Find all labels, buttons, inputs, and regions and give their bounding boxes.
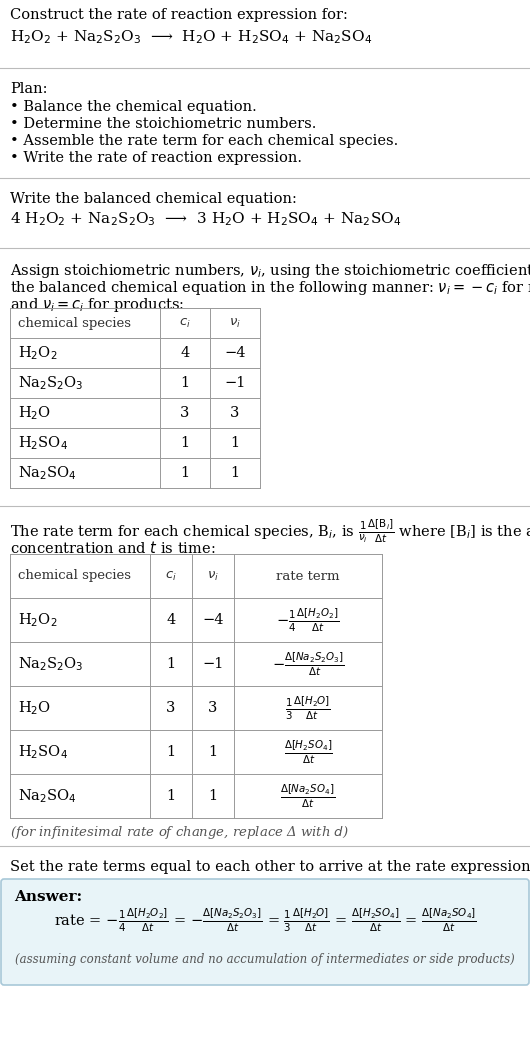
Text: H$_2$O$_2$: H$_2$O$_2$: [18, 611, 57, 629]
Bar: [10, 554, 382, 818]
Text: chemical species: chemical species: [18, 317, 131, 329]
Text: Na$_2$SO$_4$: Na$_2$SO$_4$: [18, 788, 77, 804]
FancyBboxPatch shape: [1, 879, 529, 985]
Text: 1: 1: [208, 789, 217, 803]
Text: • Balance the chemical equation.: • Balance the chemical equation.: [10, 100, 257, 114]
Text: Plan:: Plan:: [10, 82, 48, 96]
Text: (assuming constant volume and no accumulation of intermediates or side products): (assuming constant volume and no accumul…: [15, 954, 515, 967]
Text: 1: 1: [166, 745, 175, 759]
Text: 1: 1: [180, 436, 190, 450]
Text: H$_2$O: H$_2$O: [18, 699, 51, 717]
Text: Na$_2$S$_2$O$_3$: Na$_2$S$_2$O$_3$: [18, 374, 84, 392]
Text: rate term: rate term: [276, 569, 340, 583]
Text: H$_2$SO$_4$: H$_2$SO$_4$: [18, 434, 68, 452]
Text: −4: −4: [202, 613, 224, 627]
Text: 4 H$_2$O$_2$ + Na$_2$S$_2$O$_3$  ⟶  3 H$_2$O + H$_2$SO$_4$ + Na$_2$SO$_4$: 4 H$_2$O$_2$ + Na$_2$S$_2$O$_3$ ⟶ 3 H$_2…: [10, 210, 401, 228]
Text: 1: 1: [208, 745, 217, 759]
Text: $-\frac{1}{4}\frac{\Delta[H_2O_2]}{\Delta t}$: $-\frac{1}{4}\frac{\Delta[H_2O_2]}{\Delt…: [277, 607, 340, 634]
Text: 4: 4: [166, 613, 175, 627]
Text: H$_2$O: H$_2$O: [18, 404, 51, 422]
Text: 1: 1: [231, 467, 240, 480]
Text: $c_i$: $c_i$: [165, 569, 177, 583]
Text: Write the balanced chemical equation:: Write the balanced chemical equation:: [10, 192, 297, 206]
Text: • Determine the stoichiometric numbers.: • Determine the stoichiometric numbers.: [10, 117, 316, 131]
Text: The rate term for each chemical species, B$_i$, is $\frac{1}{\nu_i}\frac{\Delta[: The rate term for each chemical species,…: [10, 518, 530, 545]
Text: Set the rate terms equal to each other to arrive at the rate expression:: Set the rate terms equal to each other t…: [10, 860, 530, 874]
Text: Na$_2$SO$_4$: Na$_2$SO$_4$: [18, 464, 77, 482]
Text: $\frac{1}{3}\frac{\Delta[H_2O]}{\Delta t}$: $\frac{1}{3}\frac{\Delta[H_2O]}{\Delta t…: [285, 695, 331, 722]
Text: −1: −1: [202, 657, 224, 670]
Text: 4: 4: [180, 346, 190, 360]
Text: −1: −1: [224, 376, 246, 390]
Text: concentration and $t$ is time:: concentration and $t$ is time:: [10, 540, 216, 556]
Text: Assign stoichiometric numbers, $\nu_i$, using the stoichiometric coefficients, $: Assign stoichiometric numbers, $\nu_i$, …: [10, 262, 530, 280]
Text: 1: 1: [166, 657, 175, 670]
Text: the balanced chemical equation in the following manner: $\nu_i = -c_i$ for react: the balanced chemical equation in the fo…: [10, 279, 530, 297]
Text: −4: −4: [224, 346, 246, 360]
Text: 3: 3: [231, 406, 240, 420]
Text: Construct the rate of reaction expression for:: Construct the rate of reaction expressio…: [10, 8, 348, 22]
Text: H$_2$O$_2$ + Na$_2$S$_2$O$_3$  ⟶  H$_2$O + H$_2$SO$_4$ + Na$_2$SO$_4$: H$_2$O$_2$ + Na$_2$S$_2$O$_3$ ⟶ H$_2$O +…: [10, 28, 372, 46]
Text: 3: 3: [166, 701, 175, 715]
Text: • Write the rate of reaction expression.: • Write the rate of reaction expression.: [10, 151, 302, 165]
Text: and $\nu_i = c_i$ for products:: and $\nu_i = c_i$ for products:: [10, 296, 184, 314]
Text: $\frac{\Delta[Na_2SO_4]}{\Delta t}$: $\frac{\Delta[Na_2SO_4]}{\Delta t}$: [280, 782, 335, 810]
Text: 1: 1: [231, 436, 240, 450]
Text: 1: 1: [166, 789, 175, 803]
Text: chemical species: chemical species: [18, 569, 131, 583]
Text: 3: 3: [208, 701, 218, 715]
Bar: [10, 308, 260, 488]
Text: $\nu_i$: $\nu_i$: [229, 317, 241, 329]
Text: (for infinitesimal rate of change, replace Δ with $d$): (for infinitesimal rate of change, repla…: [10, 824, 349, 841]
Text: $\nu_i$: $\nu_i$: [207, 569, 219, 583]
Text: $c_i$: $c_i$: [179, 317, 191, 329]
Text: $\frac{\Delta[H_2SO_4]}{\Delta t}$: $\frac{\Delta[H_2SO_4]}{\Delta t}$: [284, 738, 332, 766]
Text: 3: 3: [180, 406, 190, 420]
Text: $-\frac{\Delta[Na_2S_2O_3]}{\Delta t}$: $-\frac{\Delta[Na_2S_2O_3]}{\Delta t}$: [272, 651, 344, 678]
Text: • Assemble the rate term for each chemical species.: • Assemble the rate term for each chemic…: [10, 134, 398, 147]
Text: 1: 1: [180, 467, 190, 480]
Text: Answer:: Answer:: [14, 890, 82, 904]
Text: H$_2$SO$_4$: H$_2$SO$_4$: [18, 743, 68, 760]
Text: rate = $-\frac{1}{4}\frac{\Delta[H_2O_2]}{\Delta t}$ = $-\frac{\Delta[Na_2S_2O_3: rate = $-\frac{1}{4}\frac{\Delta[H_2O_2]…: [54, 906, 476, 934]
Text: Na$_2$S$_2$O$_3$: Na$_2$S$_2$O$_3$: [18, 655, 84, 673]
Text: H$_2$O$_2$: H$_2$O$_2$: [18, 344, 57, 362]
Text: 1: 1: [180, 376, 190, 390]
